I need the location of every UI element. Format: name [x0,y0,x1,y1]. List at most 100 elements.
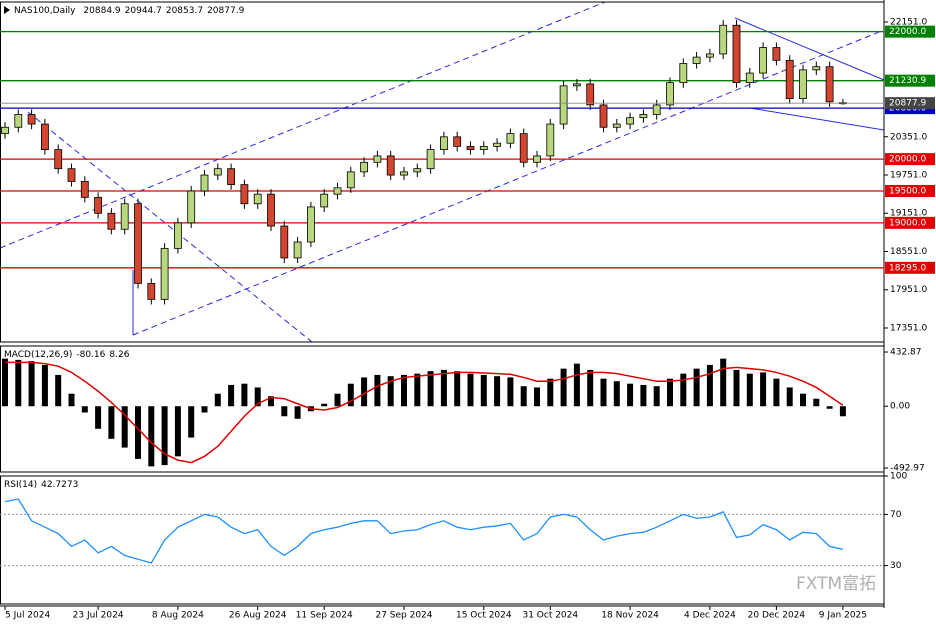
candle-body [559,85,568,125]
candle-body [280,225,289,259]
y-tick-label: 19751.0 [890,170,927,180]
macd-value: -80.16 [76,350,105,360]
candle-body [573,83,581,87]
candle-body [333,187,342,195]
macd-bar [254,387,261,407]
macd-bar [720,358,727,407]
y-tick-label: 70 [890,510,902,520]
candle-body [692,56,701,64]
candle-body [200,174,209,192]
y-tick-label: 0.00 [890,402,910,412]
macd-bar [174,406,181,457]
candle-body [825,66,834,103]
macd-bar [693,368,700,407]
macd-bar [427,371,434,407]
x-tick-label: 8 Aug 2024 [152,611,204,621]
macd-bar [440,369,447,407]
macd-bar [387,376,394,407]
macd-bar [680,373,687,407]
candle-body [320,193,329,208]
macd-bar [534,387,540,407]
macd-signal-line [5,361,844,464]
macd-bar [121,406,128,448]
header-high: 20944.7 [125,6,162,16]
candle-body [493,142,502,147]
macd-bar [494,376,501,407]
macd-bar [786,387,793,407]
candle-body [812,66,821,71]
candle-body [80,181,89,198]
macd-bar [706,364,713,407]
header-title: NAS100,Daily [14,6,76,16]
level-label-box [885,184,935,197]
descending-line [27,111,313,343]
candle-body [134,203,142,284]
level-label-box [885,74,935,87]
candle-body [400,171,408,176]
candle-body [147,283,156,300]
candle-body [652,104,661,115]
macd-bar [108,406,115,439]
level-label-box [885,25,935,38]
candle-body [253,193,262,205]
candle-body [666,82,674,106]
macd-bar [68,393,75,407]
macd-bar [760,372,767,407]
x-tick-label: 26 Aug 2024 [229,611,287,621]
macd-bar [28,361,35,407]
macd-signal-value: 8.26 [109,350,129,360]
candle-body [14,114,23,128]
candle-body [533,155,541,163]
wedge-lower [749,107,885,131]
current-price-label: 20877.9 [889,99,926,109]
channel-upper [0,1,606,249]
macd-bar [826,406,833,409]
macd-bar [241,383,248,407]
macd-bar [667,378,673,407]
candle-body [1,126,9,135]
macd-bar [15,359,22,407]
candle-body [240,184,249,205]
macd-bar [294,406,301,419]
rsi-value: 42.7273 [41,480,78,490]
candle-body [799,69,807,99]
header-arrow [4,6,10,14]
level-label: 20000.0 [889,155,926,165]
y-tick-label: -492.97 [890,463,925,473]
x-tick-label: 31 Oct 2024 [522,611,578,621]
macd-bar [813,398,820,407]
macd-bar [800,393,806,407]
candle-body [107,212,116,230]
x-tick-label: 4 Dec 2024 [684,611,736,621]
candle-body [94,196,102,214]
watermark: FXTM富拓 [796,574,876,594]
macd-bar [414,373,421,407]
level-label-box [885,261,935,274]
candle-body [759,47,767,74]
candle-body [386,155,395,176]
level-label: 18295.0 [889,263,926,273]
macd-title: MACD(12,26,9) [4,350,72,360]
candle-body [719,24,728,55]
candle-body [453,136,462,147]
macd-bar [188,406,195,438]
candle-body [466,145,475,150]
macd-bar [201,406,208,413]
candle-body [373,155,382,163]
y-tick-label: 19151.0 [890,209,927,219]
header-open: 20884.9 [83,6,120,16]
macd-bar [228,384,235,407]
chart-header: NAS100,Daily 20884.9 20944.7 20853.7 20877.9 [14,6,245,16]
macd-bar [480,374,487,407]
macd-bar [507,377,514,407]
macd-bar [640,384,647,407]
macd-bar [2,358,8,407]
y-tick-label: 17951.0 [890,285,927,295]
rsi-header: RSI(14) 42.7273 [4,480,78,490]
macd-bar [560,368,567,407]
candle-body [187,190,196,224]
level-label: 22000.0 [889,27,926,37]
x-tick-label: 5 Jul 2024 [5,611,50,621]
current-price-box [885,97,935,110]
